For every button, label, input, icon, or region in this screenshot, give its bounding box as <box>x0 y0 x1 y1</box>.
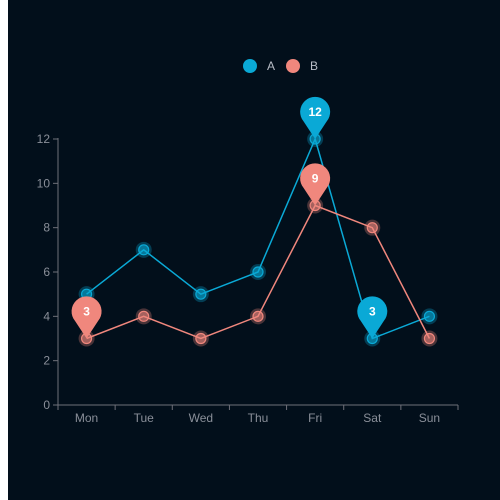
data-point-a-tue[interactable] <box>135 241 152 258</box>
x-tick-label: Fri <box>308 411 322 425</box>
pin-shape <box>300 163 331 206</box>
legend-label: B <box>310 59 318 73</box>
y-tick-label: 0 <box>43 398 50 412</box>
pin-label: 12 <box>308 105 322 119</box>
pin-label: 3 <box>369 305 376 319</box>
mark-pin-a-min: 3 <box>357 296 388 339</box>
point-marker <box>195 332 207 345</box>
pin-shape <box>300 96 331 139</box>
point-marker <box>423 332 436 345</box>
legend-label: A <box>267 59 275 73</box>
point-marker <box>252 266 264 278</box>
y-tick-label: 10 <box>37 176 51 190</box>
legend-item-b[interactable]: B <box>286 59 318 73</box>
y-tick-label: 6 <box>43 265 50 279</box>
y-tick-label: 2 <box>43 354 50 368</box>
point-marker <box>138 310 150 322</box>
data-point-a-sat[interactable] <box>364 330 381 347</box>
pin-label: 9 <box>312 172 319 186</box>
x-tick-label: Wed <box>189 411 213 425</box>
legend-marker <box>243 59 257 73</box>
data-point-b-sat[interactable] <box>364 219 381 236</box>
mark-pin-a-max: 12 <box>300 96 331 139</box>
mark-points: 12 3 9 3 <box>71 96 388 339</box>
x-tick-label: Tue <box>134 411 155 425</box>
x-tick-label: Sat <box>363 411 382 425</box>
x-tick-label: Thu <box>248 411 269 425</box>
axes: 0 2 4 6 8 10 12 Mon Tue Wed Thu Fri Sat Sun <box>37 132 459 425</box>
y-tick-label: 12 <box>37 132 51 146</box>
data-point-a-thu[interactable] <box>250 264 266 280</box>
data-point-b-thu[interactable] <box>250 308 266 325</box>
y-tick-label: 4 <box>43 309 50 323</box>
data-point-b-tue[interactable] <box>135 308 152 325</box>
point-marker <box>252 310 264 322</box>
point-marker <box>366 222 378 234</box>
mark-pin-b-min: 3 <box>71 296 102 339</box>
data-point-a-wed[interactable] <box>192 286 209 303</box>
mark-pin-b-max: 9 <box>300 163 331 206</box>
pin-shape <box>357 296 388 339</box>
point-marker <box>423 310 436 322</box>
x-tick-label: Sun <box>419 411 440 425</box>
point-marker <box>138 244 150 256</box>
y-tick-label: 8 <box>43 221 50 235</box>
legend-item-a[interactable]: A <box>243 59 275 73</box>
data-point-b-sun[interactable] <box>421 330 438 347</box>
point-marker <box>195 288 207 300</box>
pin-shape <box>71 296 102 339</box>
data-point-a-sun[interactable] <box>421 308 438 325</box>
legend-marker <box>286 59 300 73</box>
data-point-b-wed[interactable] <box>192 330 209 347</box>
pin-label: 3 <box>83 305 90 319</box>
x-tick-label: Mon <box>75 411 98 425</box>
